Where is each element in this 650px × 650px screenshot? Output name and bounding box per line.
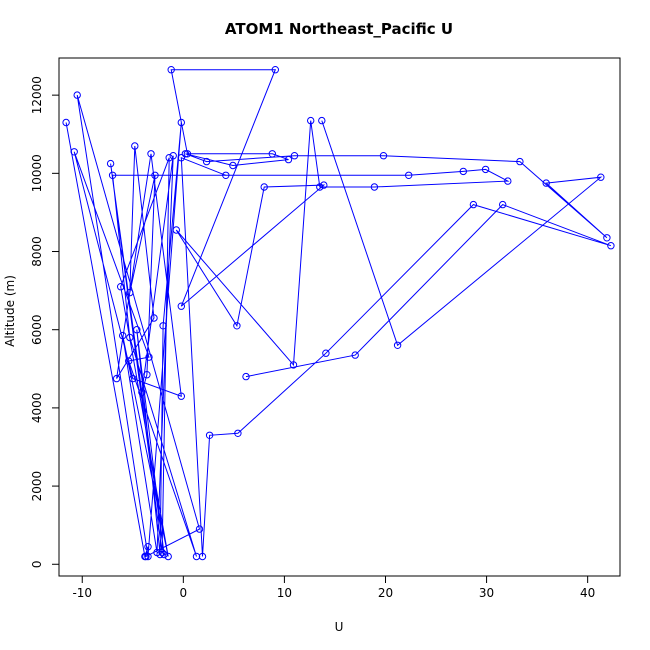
data-point (481, 165, 490, 174)
data-point (165, 154, 173, 162)
data-point (469, 200, 478, 209)
data-point (62, 118, 70, 127)
data-point (290, 152, 299, 160)
series-2 (177, 154, 615, 561)
x-tick-label: 0 (180, 586, 188, 600)
data-point (126, 288, 134, 297)
data-point (542, 179, 550, 187)
data-point (117, 283, 125, 291)
data-point (205, 431, 214, 439)
data-point (379, 152, 388, 160)
data-point (158, 548, 166, 557)
data-point (131, 142, 139, 150)
data-point (183, 150, 192, 158)
series-layer (62, 66, 615, 561)
data-point (504, 177, 512, 185)
data-point (159, 322, 167, 330)
series-line (180, 156, 612, 557)
data-point (177, 302, 186, 310)
data-point (268, 150, 276, 158)
data-point (112, 374, 121, 383)
data-point (129, 374, 137, 383)
data-point (222, 171, 230, 180)
data-point (153, 548, 161, 557)
data-point (370, 183, 379, 191)
data-point (177, 392, 186, 400)
data-point (138, 388, 146, 396)
data-point (607, 242, 615, 250)
y-tick-label: 0 (30, 560, 44, 568)
y-tick-label: 10000 (30, 154, 44, 192)
data-point (322, 349, 330, 357)
data-point (289, 361, 298, 369)
y-tick-label: 12000 (30, 76, 44, 114)
data-point (202, 157, 211, 166)
data-point (160, 550, 168, 559)
data-point (125, 357, 133, 365)
data-point (177, 118, 186, 127)
x-tick-label: -10 (72, 586, 92, 600)
data-point (147, 150, 155, 158)
data-point (393, 341, 402, 349)
data-point (143, 371, 151, 379)
x-tick-label: 40 (580, 586, 595, 600)
data-point (499, 200, 507, 209)
x-tick-label: 10 (277, 586, 292, 600)
data-point (177, 154, 186, 162)
data-point (145, 353, 153, 361)
data-point (459, 167, 467, 176)
data-point (172, 226, 181, 234)
data-point (271, 66, 279, 74)
data-point (198, 552, 207, 561)
data-point (195, 525, 204, 533)
data-point (144, 543, 152, 551)
data-point (106, 159, 115, 168)
data-point (119, 331, 127, 340)
y-axis-label: Altitude (m) (3, 275, 17, 347)
data-point (316, 183, 324, 191)
data-point (234, 429, 242, 437)
data-point (260, 183, 268, 191)
data-point (150, 314, 158, 322)
chart-title: ATOM1 Northeast_Pacific U (225, 20, 453, 38)
data-point (320, 181, 328, 189)
y-tick-label: 2000 (30, 471, 44, 502)
data-point (233, 322, 241, 330)
x-tick-label: 20 (378, 586, 393, 600)
data-point (603, 234, 611, 242)
data-point (108, 171, 117, 180)
plot-frame (58, 57, 621, 577)
data-point (405, 171, 413, 180)
data-point (169, 152, 177, 160)
data-point (70, 148, 78, 156)
series-1 (62, 66, 611, 561)
data-point (126, 333, 134, 342)
x-axis-label: U (335, 620, 344, 634)
data-point (516, 157, 524, 166)
data-point (167, 66, 175, 74)
data-point (284, 155, 293, 164)
data-point (144, 552, 152, 561)
data-point (73, 91, 81, 99)
x-tick-label: 30 (479, 586, 494, 600)
data-point (151, 171, 159, 180)
series-line (65, 69, 608, 558)
data-point (164, 552, 172, 561)
y-axis: 0 2000 4000 6000 8000 10000 12000 (30, 76, 59, 568)
data-point (229, 161, 237, 170)
data-point (242, 372, 250, 381)
data-point (597, 173, 605, 181)
y-tick-label: 6000 (30, 314, 44, 345)
y-tick-label: 4000 (30, 393, 44, 424)
data-point (318, 116, 326, 125)
x-axis: -10 0 10 20 30 40 (72, 576, 595, 600)
data-point (142, 552, 150, 561)
data-point (181, 150, 190, 158)
y-tick-label: 8000 (30, 236, 44, 267)
data-point (133, 326, 141, 334)
data-point (307, 116, 315, 125)
data-point (351, 351, 359, 359)
